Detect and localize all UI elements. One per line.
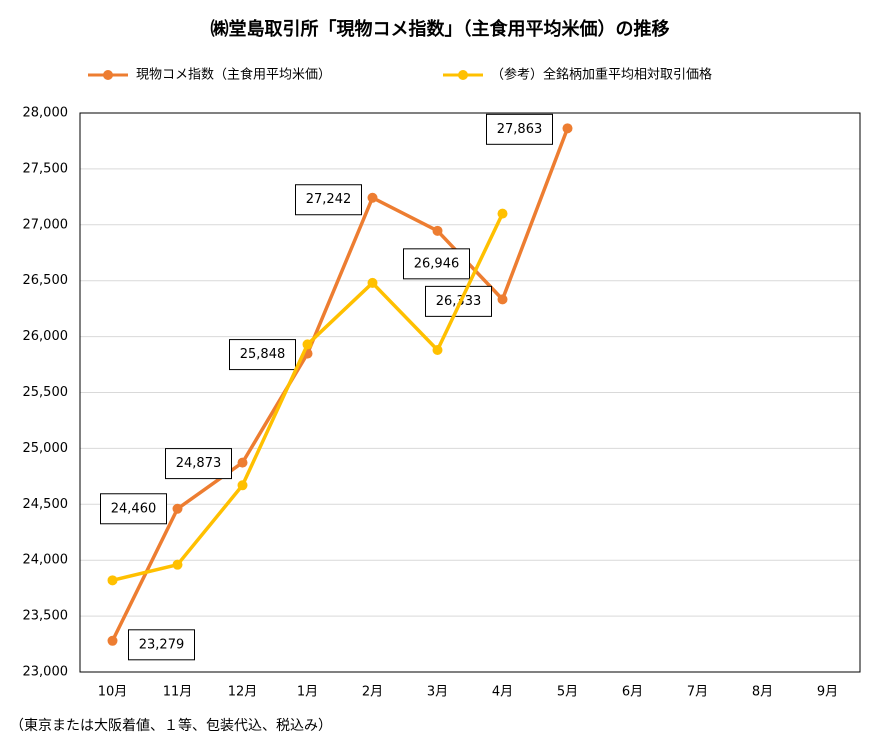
x-tick-label: 8月 (752, 685, 773, 700)
x-tick-label: 2月 (362, 685, 383, 700)
y-tick-label: 25,500 (23, 385, 69, 400)
data-label-box (165, 448, 232, 480)
data-label: 27,863 (497, 122, 543, 137)
data-label-box (295, 184, 362, 216)
data-label-box (128, 629, 195, 661)
data-point (432, 345, 443, 356)
x-tick-label: 6月 (622, 685, 643, 700)
y-tick-label: 26,000 (23, 329, 69, 344)
legend-marker (103, 70, 113, 80)
data-point (302, 339, 313, 350)
data-label: 24,460 (111, 501, 157, 516)
x-tick-label: 3月 (427, 685, 448, 700)
chart-title: ㈱堂島取引所「現物コメ指数」（主食用平均米価）の推移 (211, 18, 670, 40)
footnote: （東京または大阪着値、１等、包装代込、税込み） (10, 717, 332, 734)
data-point (432, 225, 443, 236)
plot-frame (79, 112, 861, 673)
data-label-box (403, 248, 470, 280)
x-tick-label: 5月 (557, 685, 578, 700)
data-label: 26,333 (436, 294, 482, 309)
legend-label: 現物コメ指数（主食用平均米価） (136, 67, 331, 83)
data-label: 23,279 (139, 637, 185, 652)
data-label: 27,242 (306, 192, 352, 207)
data-label-box (486, 113, 553, 145)
data-label-box (100, 493, 167, 525)
y-tick-label: 28,000 (23, 106, 69, 121)
data-point (237, 480, 248, 491)
data-label: 26,946 (414, 256, 460, 271)
x-tick-label: 10月 (98, 685, 128, 700)
data-point (367, 192, 378, 203)
y-tick-label: 27,000 (23, 217, 69, 232)
y-tick-label: 24,500 (23, 497, 69, 512)
data-label: 24,873 (176, 456, 222, 471)
data-point (172, 503, 183, 514)
data-label-box (229, 339, 296, 371)
x-tick-label: 7月 (687, 685, 708, 700)
x-tick-label: 11月 (163, 685, 193, 700)
data-point (562, 123, 573, 134)
y-tick-label: 27,500 (23, 161, 69, 176)
data-label: 25,848 (240, 347, 286, 362)
legend-label: （参考）全銘柄加重平均相対取引価格 (491, 67, 712, 83)
data-point (367, 277, 378, 288)
data-point (497, 294, 508, 305)
data-point (237, 457, 248, 468)
x-tick-label: 12月 (228, 685, 258, 700)
x-tick-label: 4月 (492, 685, 513, 700)
y-tick-label: 24,000 (23, 553, 69, 568)
data-point (172, 559, 183, 570)
data-point (107, 635, 118, 646)
data-point (497, 208, 508, 219)
x-tick-label: 1月 (297, 685, 318, 700)
y-tick-label: 26,500 (23, 273, 69, 288)
y-tick-label: 25,000 (23, 441, 69, 456)
data-label-box (425, 285, 492, 317)
y-tick-label: 23,000 (23, 665, 69, 680)
x-tick-label: 9月 (817, 685, 838, 700)
data-point (107, 575, 118, 586)
legend-marker (458, 70, 468, 80)
y-tick-label: 23,500 (23, 609, 69, 624)
